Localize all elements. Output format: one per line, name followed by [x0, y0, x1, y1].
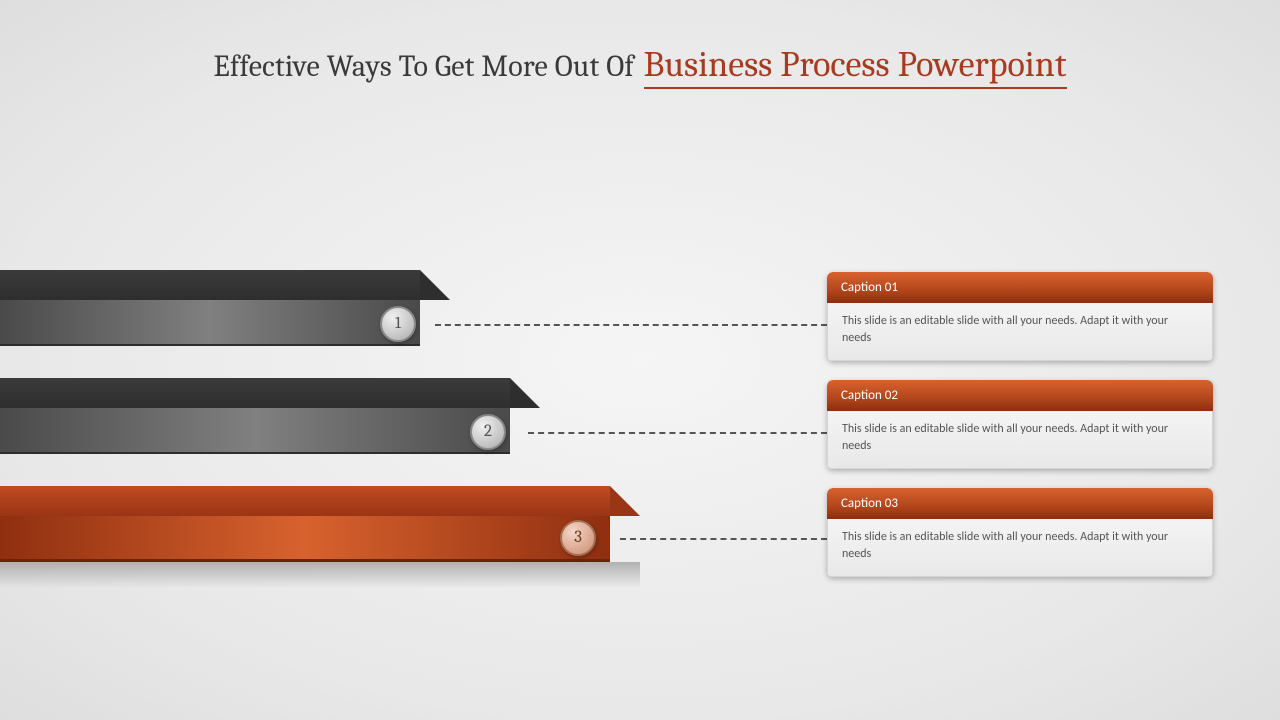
caption-card-3: Caption 03 This slide is an editable sli…: [827, 488, 1213, 577]
caption-card-2-body: This slide is an editable slide with all…: [827, 411, 1213, 469]
step-number-1: 1: [380, 306, 416, 342]
connector-1: [435, 324, 827, 326]
connector-3: [620, 538, 827, 540]
caption-card-1-body: This slide is an editable slide with all…: [827, 303, 1213, 361]
caption-card-3-header: Caption 03: [827, 488, 1213, 519]
step-1-frontface: [0, 300, 420, 346]
connector-2: [528, 432, 827, 434]
caption-card-1-header: Caption 01: [827, 272, 1213, 303]
caption-card-3-body: This slide is an editable slide with all…: [827, 519, 1213, 577]
step-1-topface: [0, 270, 450, 300]
step-3-topface: [0, 486, 640, 516]
step-2-topface: [0, 378, 540, 408]
step-number-3: 3: [560, 520, 596, 556]
caption-card-1: Caption 01 This slide is an editable sli…: [827, 272, 1213, 361]
title-part-2: Business Process Powerpoint: [644, 44, 1067, 89]
step-3-frontface: [0, 516, 610, 562]
floor-shadow: [0, 562, 640, 588]
step-2-frontface: [0, 408, 510, 454]
step-number-2: 2: [470, 414, 506, 450]
title-part-1: Effective Ways To Get More Out Of: [213, 49, 634, 84]
slide-title: Effective Ways To Get More Out Of Busine…: [0, 44, 1280, 85]
caption-card-2: Caption 02 This slide is an editable sli…: [827, 380, 1213, 469]
caption-card-2-header: Caption 02: [827, 380, 1213, 411]
